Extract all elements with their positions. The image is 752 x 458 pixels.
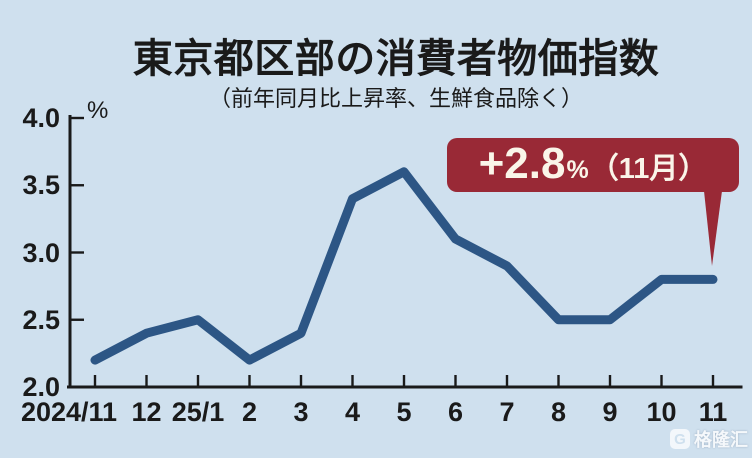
chart-title: 東京都区部の消費者物価指数 [132, 37, 660, 81]
annotation-pointer [704, 191, 722, 266]
gelonghui-logo-icon: G [670, 429, 690, 449]
cpi-line-series [90, 167, 718, 365]
axis-ticks [70, 116, 715, 387]
watermark: G 格隆汇 [670, 426, 748, 452]
annotation-percent-sign: % [566, 156, 589, 184]
watermark-text: 格隆汇 [694, 430, 748, 450]
chart-subtitle: （前年同月比上昇率、生鮮食品除く） [208, 86, 583, 111]
annotation-badge: +2.8 % （11月） [447, 138, 739, 192]
annotation-month: （11月） [589, 153, 708, 185]
annotation-value: +2.8 [478, 139, 566, 188]
y-axis-unit-label: % [87, 97, 109, 124]
